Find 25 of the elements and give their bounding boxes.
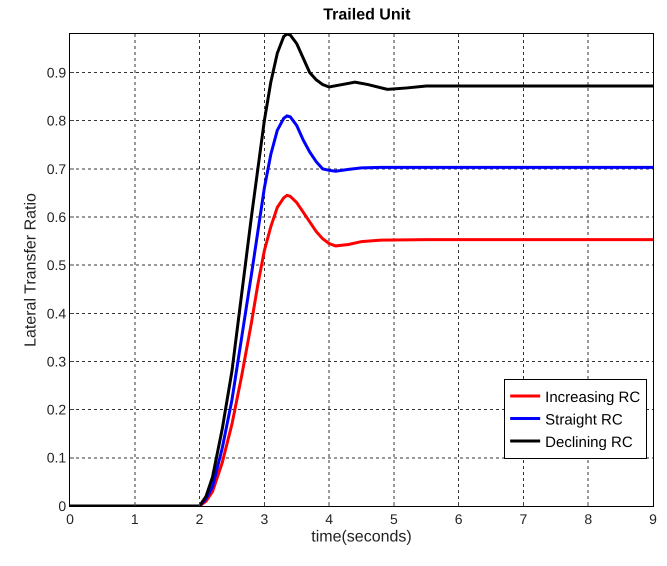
x-tick-label: 6 — [454, 510, 463, 527]
legend-label: Increasing RC — [545, 388, 640, 406]
x-tick-label: 7 — [520, 510, 528, 527]
x-axis-title: time(seconds) — [311, 528, 412, 546]
x-tick-label: 3 — [260, 510, 268, 527]
legend-label: Declining RC — [545, 434, 633, 451]
chart-title: Trailed Unit — [323, 6, 412, 24]
y-tick-label: 0 — [58, 498, 66, 514]
y-tick-label: 0.7 — [46, 160, 66, 177]
x-tick-label: 1 — [130, 510, 139, 527]
x-tick-label: 2 — [196, 510, 204, 527]
y-tick-label: 0.6 — [46, 208, 66, 225]
x-tick-label: 9 — [649, 510, 658, 527]
y-tick-label: 0.2 — [46, 402, 66, 418]
y-tick-label: 0.9 — [46, 64, 66, 80]
legend-label: Straight RC — [545, 411, 623, 428]
y-tick-label: 0.1 — [46, 450, 66, 466]
y-tick-label: 0.8 — [46, 112, 66, 129]
y-axis-title: Lateral Transfer Ratio — [22, 192, 40, 347]
x-tick-label: 5 — [390, 510, 398, 527]
x-tick-label: 4 — [325, 510, 334, 527]
y-tick-label: 0.5 — [46, 257, 66, 274]
y-tick-label: 0.4 — [46, 305, 66, 322]
y-tick-label: 0.3 — [46, 353, 66, 370]
x-tick-label: 8 — [584, 510, 592, 527]
